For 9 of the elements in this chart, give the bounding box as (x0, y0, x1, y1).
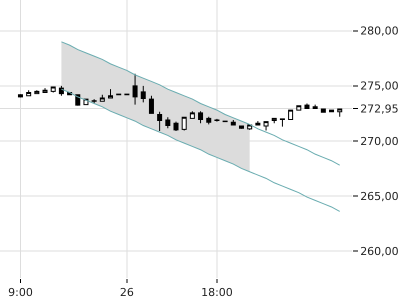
x-tick-label: 9:00 (8, 286, 33, 300)
x-tick-label: 18:00 (201, 286, 233, 300)
y-tick-label: 280,00 (360, 24, 399, 38)
y-tick-label: 275,00 (360, 80, 399, 93)
y-tick-label: 265,00 (360, 190, 399, 203)
x-tick-label: 26 (120, 286, 134, 300)
y-tick-label: 272,95 (360, 102, 399, 116)
y-tick-label: 270,00 (360, 134, 399, 148)
y-tick-label: 260,00 (360, 244, 399, 258)
